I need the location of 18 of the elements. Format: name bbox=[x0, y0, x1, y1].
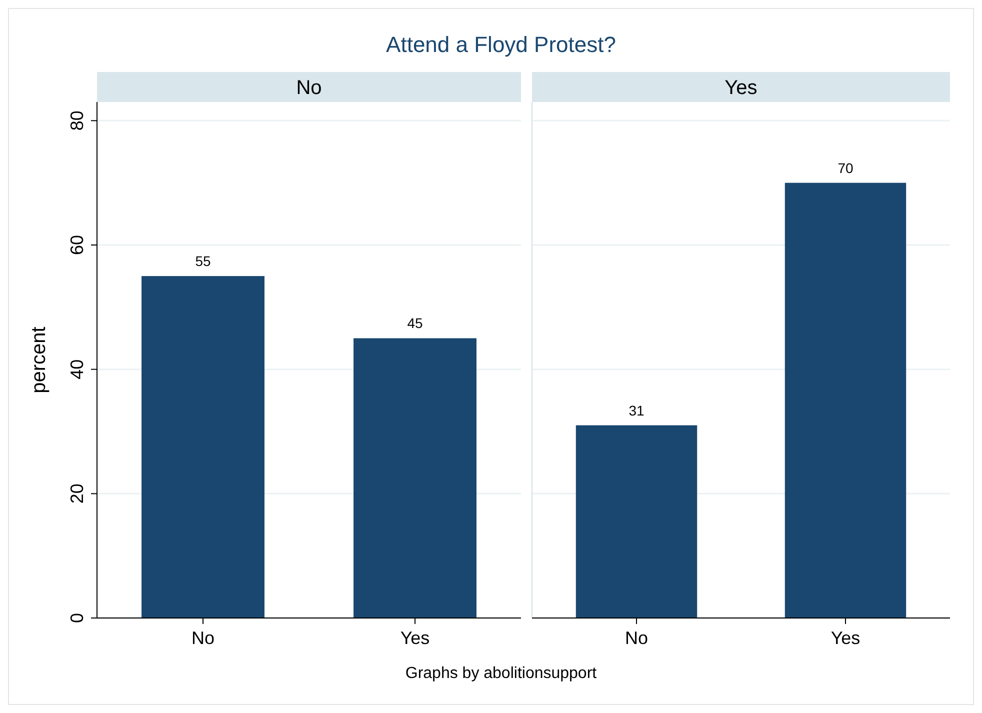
y-tick-label: 0 bbox=[67, 612, 87, 624]
x-tick-label: No bbox=[624, 628, 648, 648]
y-tick-label: 20 bbox=[67, 484, 87, 504]
y-axis-title: percent bbox=[28, 326, 50, 394]
y-tick-label: 80 bbox=[67, 110, 87, 131]
chart-title: Attend a Floyd Protest? bbox=[386, 32, 616, 57]
data-label: 55 bbox=[195, 253, 211, 270]
data-label: 45 bbox=[407, 315, 423, 332]
chart-subtitle: No bbox=[296, 77, 322, 99]
x-tick-label: Yes bbox=[400, 628, 430, 648]
x-tick-label: No bbox=[191, 628, 215, 648]
text: Graphs by abolitionsupport bbox=[405, 665, 598, 682]
y-tick-label: 40 bbox=[67, 359, 87, 380]
y-tick-label: 60 bbox=[67, 234, 87, 256]
x-tick-label: Yes bbox=[830, 628, 860, 648]
chart-subtitle: Yes bbox=[724, 77, 758, 99]
data-label: 70 bbox=[838, 160, 854, 176]
data-label: 31 bbox=[628, 402, 644, 418]
